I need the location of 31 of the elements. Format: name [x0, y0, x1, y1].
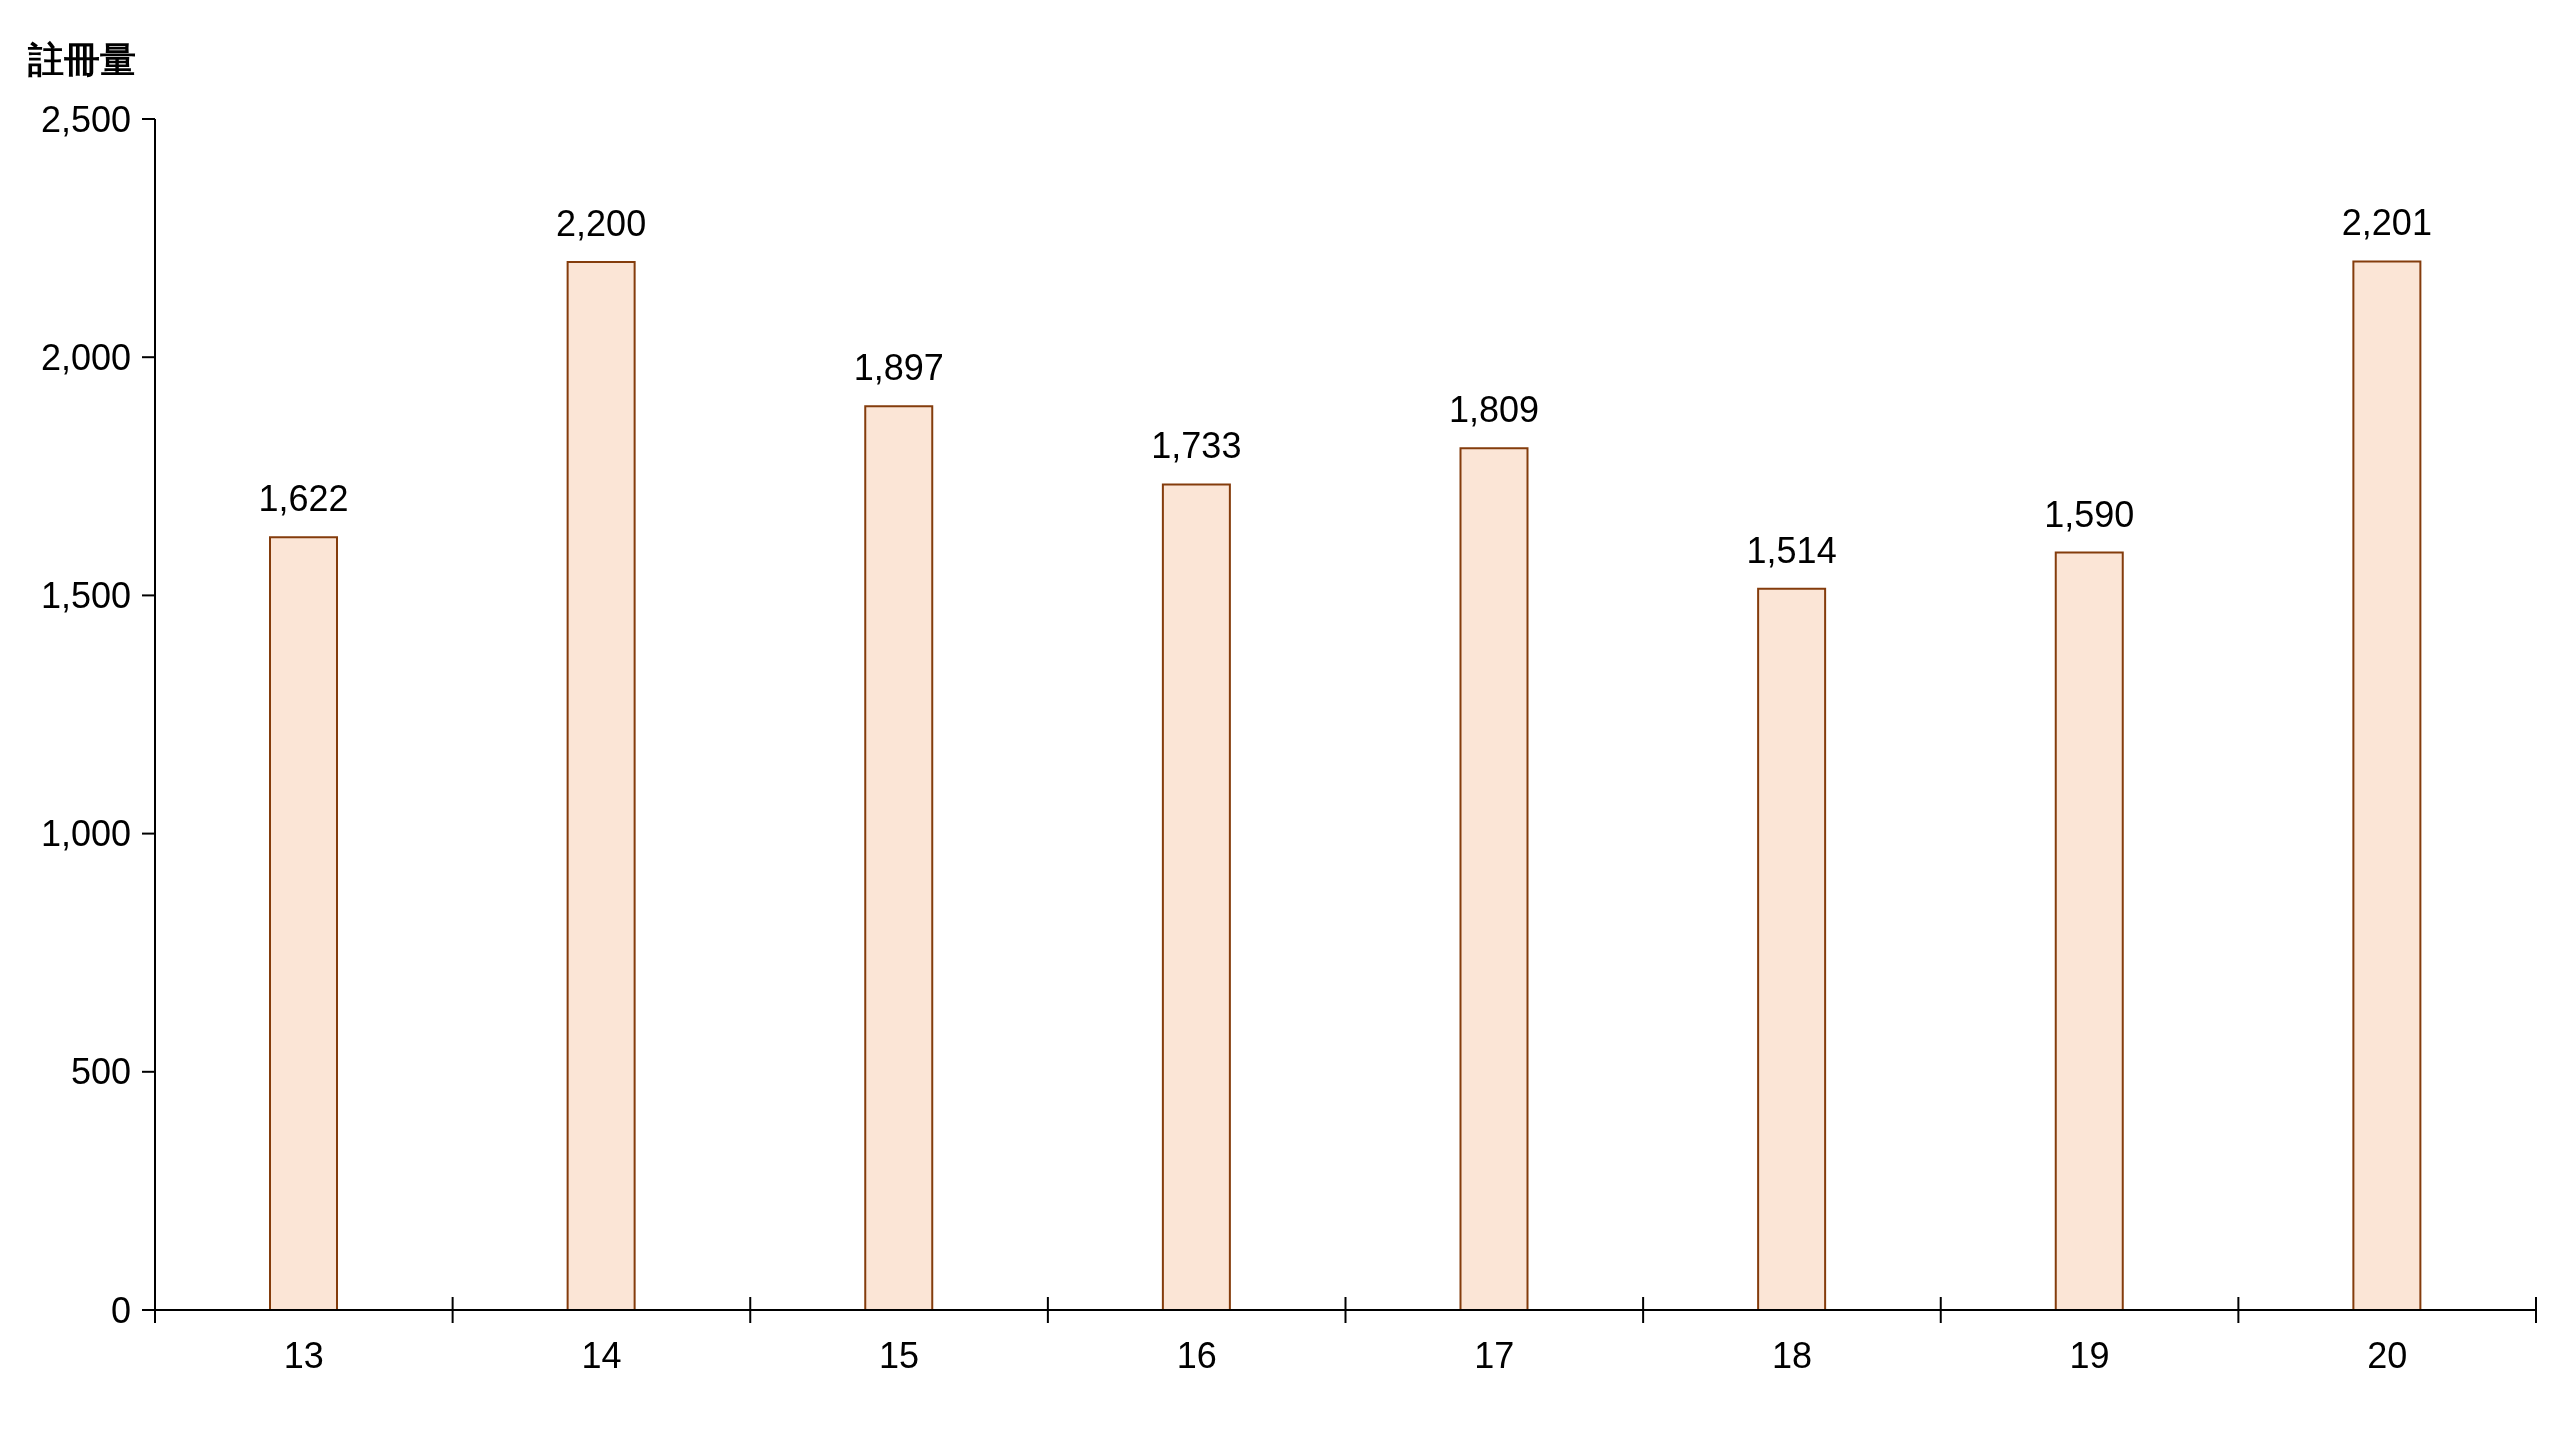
x-tick-label: 20: [2367, 1335, 2408, 1376]
y-tick-label: 2,500: [40, 98, 131, 140]
x-tick-label: 18: [1771, 1335, 1812, 1376]
data-label: 2,200: [556, 202, 647, 244]
bar: [2352, 260, 2422, 1310]
x-tick-label: 19: [2069, 1335, 2110, 1376]
x-tick-label: 14: [581, 1335, 622, 1376]
data-label: 2,201: [2341, 202, 2432, 244]
y-axis-title: 註冊量: [28, 38, 136, 82]
x-tick-label: 16: [1176, 1335, 1217, 1376]
bar: [1161, 483, 1231, 1310]
data-label: 1,809: [1448, 389, 1540, 431]
data-label: 1,622: [258, 478, 349, 520]
x-tick-label: 15: [879, 1335, 920, 1376]
bar: [269, 536, 338, 1310]
y-tick-label: 0: [110, 1289, 131, 1331]
x-tick-label: 17: [1474, 1335, 1515, 1376]
bar: [1459, 447, 1529, 1310]
y-tick-label: 1,500: [40, 575, 131, 616]
bar: [1757, 587, 1827, 1310]
data-label: 1,590: [2044, 493, 2135, 535]
data-label: 1,897: [853, 347, 944, 389]
data-label: 1,733: [1151, 425, 1242, 467]
y-tick-label: 500: [70, 1051, 131, 1093]
x-tick-label: 13: [283, 1335, 324, 1376]
data-label: 1,514: [1746, 529, 1837, 571]
bar: [864, 405, 934, 1310]
bar: [566, 260, 636, 1310]
bar: [2054, 551, 2124, 1310]
y-tick-label: 1,000: [40, 813, 131, 855]
y-tick-label: 2,000: [40, 336, 131, 378]
